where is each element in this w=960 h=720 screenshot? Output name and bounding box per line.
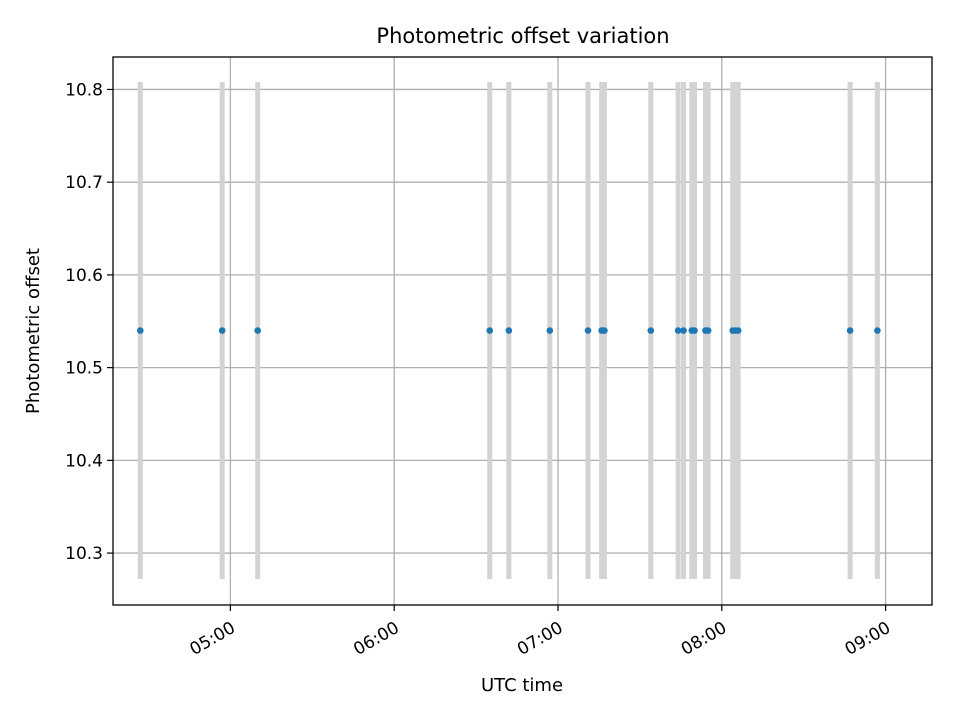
- data-point: [734, 327, 742, 334]
- data-point: [601, 327, 608, 334]
- x-axis-label: UTC time: [481, 675, 563, 696]
- data-point: [704, 327, 712, 334]
- data-point: [674, 327, 682, 334]
- data-point: [874, 327, 881, 334]
- y-tick-label: 10.4: [65, 451, 103, 471]
- y-tick-label: 10.5: [65, 359, 103, 379]
- data-point: [691, 327, 698, 334]
- data-point: [137, 327, 144, 334]
- data-point: [647, 327, 655, 334]
- y-tick-label: 10.7: [65, 173, 103, 193]
- plot-area-frame: [112, 56, 933, 606]
- data-point: [505, 327, 513, 334]
- y-tick-label: 10.8: [65, 80, 103, 100]
- data-point: [218, 327, 226, 334]
- y-tick-label: 10.3: [65, 544, 103, 564]
- data-point: [254, 327, 261, 334]
- data-point: [846, 327, 854, 334]
- y-axis-ticks: 10.3 10.4 10.5 10.6 10.7 10.8: [65, 80, 113, 564]
- grid: [113, 57, 932, 605]
- y-tick-label: 10.6: [65, 266, 103, 286]
- data-point: [486, 327, 494, 334]
- data-point: [584, 327, 592, 334]
- data-point: [680, 327, 687, 334]
- data-point: [546, 327, 554, 334]
- y-axis-label: Photometric offset: [23, 248, 44, 414]
- data-points: [137, 327, 881, 334]
- chart-title: Photometric offset variation: [376, 24, 669, 48]
